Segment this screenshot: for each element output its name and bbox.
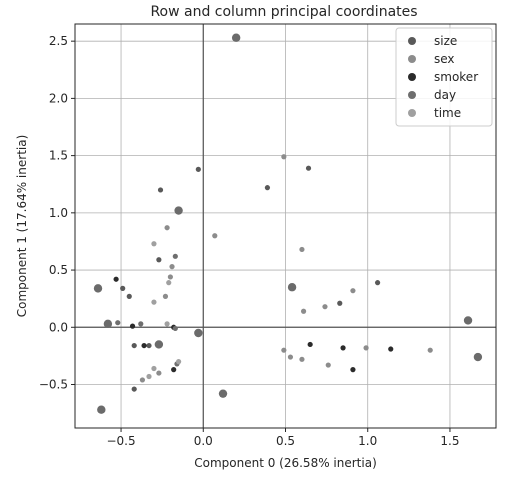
- x-tick-label: 0.5: [276, 434, 295, 448]
- y-tick-label: 2.0: [49, 91, 68, 105]
- legend-marker-size: [408, 37, 416, 45]
- column-point: [463, 316, 473, 325]
- y-tick-label: 2.5: [49, 34, 68, 48]
- chart-title: Row and column principal coordinates: [150, 4, 417, 20]
- point-sex: [139, 377, 146, 383]
- point-smoker: [388, 346, 394, 352]
- legend-label-time: time: [434, 106, 461, 120]
- y-tick-label: 0.5: [49, 263, 68, 277]
- point-time: [151, 299, 157, 305]
- point-size: [374, 280, 381, 286]
- point-sex: [212, 233, 218, 239]
- point-time: [151, 365, 157, 372]
- point-size: [146, 342, 152, 349]
- point-sex: [363, 345, 369, 351]
- column-point: [218, 389, 228, 398]
- legend-label-day: day: [434, 88, 456, 102]
- legend-marker-day: [408, 91, 416, 99]
- y-tick-label: 1.5: [49, 149, 68, 163]
- legend-marker-sex: [408, 55, 416, 63]
- point-size: [131, 386, 137, 392]
- point-smoker: [350, 367, 356, 373]
- column-point: [174, 206, 183, 215]
- legend-marker-smoker: [408, 73, 416, 81]
- point-sex: [287, 354, 294, 360]
- point-smoker: [129, 323, 136, 329]
- legend-label-smoker: smoker: [434, 70, 478, 84]
- point-size: [120, 285, 126, 291]
- point-sex: [300, 308, 307, 314]
- point-sex: [156, 370, 162, 376]
- point-smoker: [141, 342, 147, 349]
- column-point: [93, 284, 103, 293]
- x-tick-label: 1.5: [440, 434, 459, 448]
- point-size: [156, 257, 162, 263]
- point-size: [305, 165, 312, 171]
- point-sex: [325, 362, 331, 368]
- point-time: [146, 373, 152, 380]
- reference-lines: [75, 24, 496, 428]
- legend-label-sex: sex: [434, 52, 455, 66]
- x-tick-label: −0.5: [106, 434, 135, 448]
- column-point: [194, 328, 203, 338]
- x-tick-label: 1.0: [358, 434, 377, 448]
- point-time: [151, 241, 157, 247]
- point-sex: [322, 304, 328, 310]
- point-size: [126, 293, 132, 299]
- legend-box: [395, 27, 493, 127]
- point-size: [131, 342, 137, 349]
- x-axis-label: Component 0 (26.58% inertia): [194, 456, 377, 470]
- column-point: [103, 319, 113, 329]
- y-tick-label: 1.0: [49, 206, 68, 220]
- point-smoker: [340, 345, 346, 351]
- column-point: [97, 405, 106, 414]
- legend-marker-time: [408, 109, 416, 117]
- column-point: [287, 283, 297, 292]
- point-day: [138, 321, 144, 327]
- point-day: [172, 325, 178, 332]
- y-axis-ticks: −0.5 0.0 0.5 1.0 1.5 2.0 2.5: [39, 34, 75, 392]
- y-tick-label: −0.5: [39, 378, 68, 392]
- point-sex: [299, 246, 305, 253]
- series-points: [113, 154, 433, 392]
- column-points: [93, 33, 483, 414]
- point-time: [176, 359, 182, 365]
- point-sex: [281, 154, 287, 160]
- point-time: [166, 280, 172, 286]
- point-smoker: [113, 276, 119, 282]
- point-sex: [299, 356, 305, 362]
- x-axis-ticks: −0.5 0.0 0.5 1.0 1.5: [106, 428, 460, 448]
- legend: size sex smoker day time: [395, 27, 493, 127]
- y-tick-label: 0.0: [49, 320, 68, 334]
- column-point: [473, 352, 483, 362]
- point-size: [157, 187, 164, 193]
- column-point: [231, 33, 241, 42]
- legend-label-size: size: [434, 34, 457, 48]
- point-size: [264, 185, 271, 191]
- point-sex: [427, 347, 433, 353]
- point-sex: [281, 347, 287, 353]
- point-size: [195, 166, 201, 172]
- point-size: [337, 300, 343, 306]
- point-time: [164, 321, 170, 327]
- point-sex: [162, 293, 169, 299]
- point-sex: [169, 264, 175, 270]
- point-sex: [350, 288, 356, 294]
- point-day: [115, 320, 121, 326]
- point-smoker: [307, 341, 313, 348]
- point-day: [172, 253, 178, 259]
- point-sex: [164, 225, 170, 231]
- x-tick-label: 0.0: [194, 434, 213, 448]
- column-point: [154, 340, 164, 349]
- point-sex: [167, 274, 173, 280]
- y-axis-label: Component 1 (17.64% inertia): [15, 135, 29, 318]
- point-smoker: [171, 367, 177, 373]
